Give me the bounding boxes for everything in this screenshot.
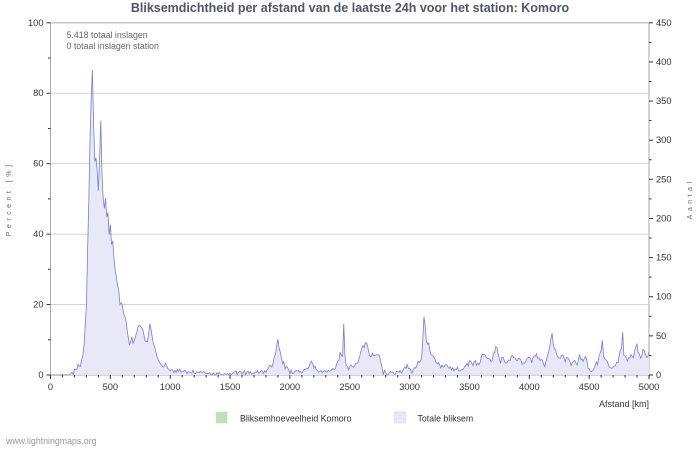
svg-text:80: 80 [33, 88, 43, 98]
svg-text:0: 0 [656, 370, 661, 380]
svg-text:50: 50 [656, 331, 666, 341]
svg-text:Aantal: Aantal [687, 178, 694, 219]
svg-text:300: 300 [656, 135, 672, 145]
svg-text:2000: 2000 [280, 382, 301, 392]
svg-text:500: 500 [103, 382, 119, 392]
svg-text:Bliksemdichtheid per afstand v: Bliksemdichtheid per afstand van de laat… [131, 1, 570, 15]
svg-text:1000: 1000 [160, 382, 181, 392]
svg-text:Totale bliksem: Totale bliksem [418, 414, 474, 424]
svg-text:150: 150 [656, 253, 672, 263]
svg-text:1500: 1500 [220, 382, 241, 392]
svg-text:Afstand [km]: Afstand [km] [599, 399, 649, 409]
svg-text:400: 400 [656, 57, 672, 67]
svg-text:20: 20 [33, 300, 43, 310]
svg-text:5000: 5000 [639, 382, 660, 392]
svg-text:4000: 4000 [519, 382, 540, 392]
svg-text:www.lightningmaps.org: www.lightningmaps.org [5, 436, 97, 446]
svg-text:3500: 3500 [459, 382, 480, 392]
svg-text:250: 250 [656, 174, 672, 184]
svg-text:5.418 totaal inslagen: 5.418 totaal inslagen [67, 30, 148, 40]
svg-text:100: 100 [28, 18, 44, 28]
svg-text:350: 350 [656, 96, 672, 106]
svg-text:0 totaal inslagen station: 0 totaal inslagen station [67, 41, 160, 51]
svg-text:3000: 3000 [399, 382, 420, 392]
svg-text:200: 200 [656, 213, 672, 223]
svg-text:Percent [%]: Percent [%] [6, 162, 13, 237]
svg-text:0: 0 [38, 370, 43, 380]
svg-text:Bliksemhoeveelheid Komoro: Bliksemhoeveelheid Komoro [240, 414, 352, 424]
svg-text:450: 450 [656, 18, 672, 28]
svg-text:60: 60 [33, 159, 43, 169]
svg-text:4500: 4500 [579, 382, 600, 392]
svg-text:2500: 2500 [339, 382, 360, 392]
svg-text:40: 40 [33, 229, 43, 239]
svg-text:0: 0 [48, 382, 53, 392]
svg-text:100: 100 [656, 292, 672, 302]
